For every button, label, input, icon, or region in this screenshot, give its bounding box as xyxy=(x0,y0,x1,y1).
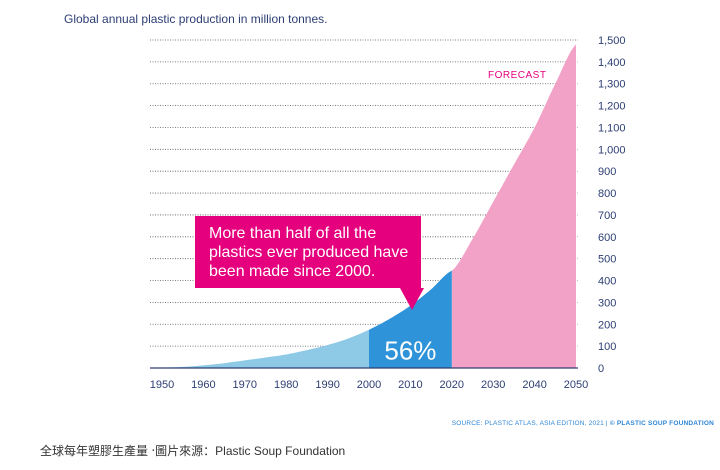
chart-title: Global annual plastic production in mill… xyxy=(64,12,328,26)
y-tick-label: 200 xyxy=(598,319,616,331)
y-tick-label: 0 xyxy=(598,363,604,375)
source-separator: | xyxy=(605,420,608,427)
y-tick-label: 1,200 xyxy=(598,101,626,113)
x-tick-label: 2020 xyxy=(440,379,464,391)
x-tick-label: 2030 xyxy=(481,379,505,391)
annotation-callout-tail xyxy=(400,288,424,310)
y-tick-label: 1,400 xyxy=(598,57,626,69)
x-tick-label: 2010 xyxy=(398,379,422,391)
forecast-area xyxy=(451,44,576,369)
historical-area xyxy=(162,329,369,368)
x-tick-label: 1950 xyxy=(150,379,174,391)
x-tick-label: 1970 xyxy=(233,379,257,391)
forecast-label: FORECAST xyxy=(488,70,546,81)
annotation-callout: More than half of all the plastics ever … xyxy=(195,216,421,288)
image-caption: 全球每年塑膠生產量 ‧圖片來源：Plastic Soup Foundation xyxy=(40,444,346,458)
x-tick-label: 1960 xyxy=(191,379,215,391)
x-tick-label: 2000 xyxy=(357,379,381,391)
y-tick-label: 600 xyxy=(598,232,616,244)
x-tick-label: 1980 xyxy=(274,379,298,391)
source-text: SOURCE: PLASTIC ATLAS, ASIA EDITION, 202… xyxy=(451,420,604,427)
y-tick-label: 400 xyxy=(598,276,616,288)
y-tick-label: 100 xyxy=(598,341,616,353)
y-tick-label: 1,100 xyxy=(598,122,626,134)
y-tick-label: 700 xyxy=(598,210,616,222)
y-tick-label: 1,500 xyxy=(598,35,626,47)
x-tick-label: 2040 xyxy=(522,379,546,391)
highlight-area-2000-2020 xyxy=(369,270,452,368)
y-tick-label: 500 xyxy=(598,254,616,266)
y-tick-label: 900 xyxy=(598,166,616,178)
source-credit: SOURCE: PLASTIC ATLAS, ASIA EDITION, 202… xyxy=(452,420,714,427)
x-tick-label: 1990 xyxy=(315,379,339,391)
y-tick-label: 800 xyxy=(598,188,616,200)
x-tick-label: 2050 xyxy=(564,379,588,391)
source-credit-holder: © PLASTIC SOUP FOUNDATION xyxy=(609,420,714,427)
y-tick-label: 1,000 xyxy=(598,144,626,156)
y-tick-label: 300 xyxy=(598,297,616,309)
y-tick-label: 1,300 xyxy=(598,79,626,91)
highlight-percent-label: 56% xyxy=(384,335,436,365)
